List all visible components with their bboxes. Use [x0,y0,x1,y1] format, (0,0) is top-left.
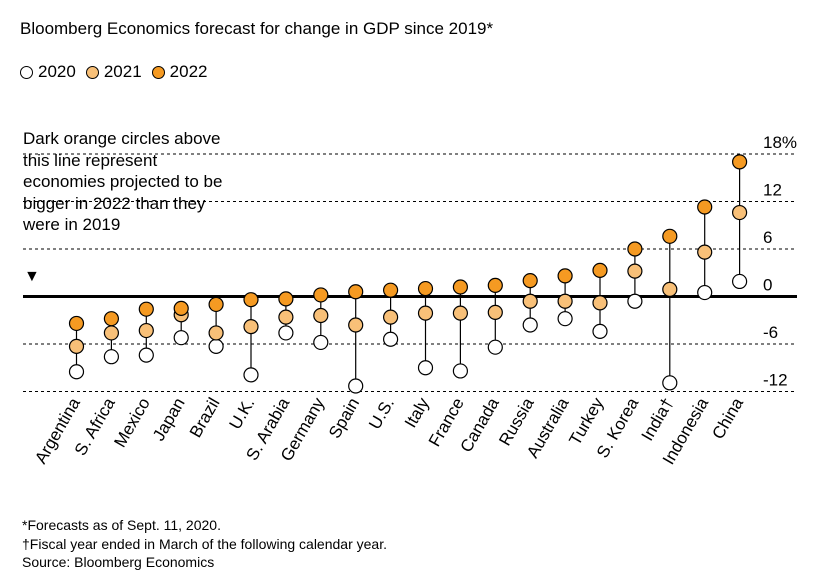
data-point-2022 [731,154,748,170]
data-point-2020 [278,325,294,341]
data-point-2022 [68,315,85,332]
data-point-2021 [557,293,573,309]
data-point-2020 [348,378,364,394]
data-point-2022 [452,279,468,295]
data-point-2022 [592,262,608,278]
legend-label-2022: 2022 [169,62,208,81]
y-tick-label: 6 [763,228,772,247]
y-tick-label: 0 [763,276,772,295]
footnote-forecast-date: *Forecasts as of Sept. 11, 2020. [22,517,221,533]
data-point-2020 [522,317,538,333]
data-point-2022 [627,241,643,257]
y-tick-label: -12 [763,371,788,390]
data-point-2020 [103,349,120,365]
data-point-2020 [627,293,643,309]
data-point-2020 [731,273,748,290]
x-tick-label: Spain [325,395,363,442]
data-point-2021 [697,244,713,260]
legend-item-2022: 2022 [151,62,208,82]
chart-title: Bloomberg Economics forecast for change … [20,19,494,38]
data-point-2020 [173,330,189,346]
data-point-2020 [383,331,399,347]
data-point-2021 [348,317,364,333]
x-tick-label: Japan [149,395,189,445]
data-point-2020 [208,338,224,354]
data-point-2021 [627,263,643,279]
data-point-2022 [208,296,224,313]
data-point-2021 [383,309,399,325]
footnote-source: Source: Bloomberg Economics [22,554,215,570]
x-tick-label: Italy [401,394,433,431]
data-point-2020 [243,367,259,383]
data-point-2022 [243,292,259,308]
legend-label-2021: 2021 [103,62,142,81]
data-point-2020 [138,347,154,363]
legend-label-2020: 2020 [38,62,76,81]
data-point-2021 [487,304,503,320]
data-point-2022 [348,284,364,300]
data-point-2022 [173,300,189,316]
data-point-2022 [313,287,329,303]
data-point-2021 [592,295,608,311]
data-point-2021 [313,307,329,324]
data-point-2020 [592,323,608,339]
data-point-2022 [383,282,399,298]
x-tick-label: U.S. [365,395,398,433]
data-point-2020 [452,363,468,379]
y-tick-label: -6 [763,323,778,342]
data-point-2022 [557,268,573,284]
data-point-2021 [417,305,434,321]
data-point-2022 [417,280,434,297]
x-tick-label: Argentina [31,394,84,467]
data-point-2020 [697,284,713,301]
data-point-2022 [662,228,678,244]
data-point-2021 [103,325,120,341]
data-point-2021 [138,322,154,339]
data-point-2022 [138,301,154,317]
data-point-2022 [487,277,503,294]
data-point-2021 [208,325,224,341]
data-point-2021 [731,204,748,221]
data-point-2021 [662,281,678,297]
annotation-arrow-icon: ▼ [24,268,40,285]
data-point-2022 [278,291,294,307]
data-point-2020 [68,364,85,380]
data-point-2020 [417,360,434,376]
legend-item-2021: 2021 [85,62,142,82]
footnotes: *Forecasts as of Sept. 11, 2020. †Fiscal… [22,516,387,572]
data-point-2020 [487,339,503,355]
annotation-text: Dark orange circles above this line repr… [23,129,223,234]
data-point-2022 [103,311,120,327]
data-point-2022 [522,273,538,289]
data-point-2021 [278,309,294,325]
x-tick-label: Brazil [186,395,224,441]
data-point-2021 [68,338,85,354]
data-point-2021 [452,305,468,321]
legend-item-2020: 2020 [20,62,76,82]
data-point-2020 [557,311,573,327]
x-tick-label: China [708,394,747,442]
data-point-2020 [662,375,678,391]
data-point-2021 [243,318,259,335]
data-point-2021 [522,293,538,309]
data-point-2022 [697,199,713,215]
legend-swatch-2020 [20,65,33,79]
footnote-fiscal-year: †Fiscal year ended in March of the follo… [22,535,387,552]
x-tick-label: U.K. [225,395,258,433]
legend-swatch-2021 [85,65,99,79]
data-point-2020 [313,334,329,351]
y-tick-label: 18% [763,133,797,152]
legend-swatch-2022 [151,65,165,79]
legend: 2020 2021 2022 [20,62,217,82]
y-tick-label: 12 [763,180,782,199]
